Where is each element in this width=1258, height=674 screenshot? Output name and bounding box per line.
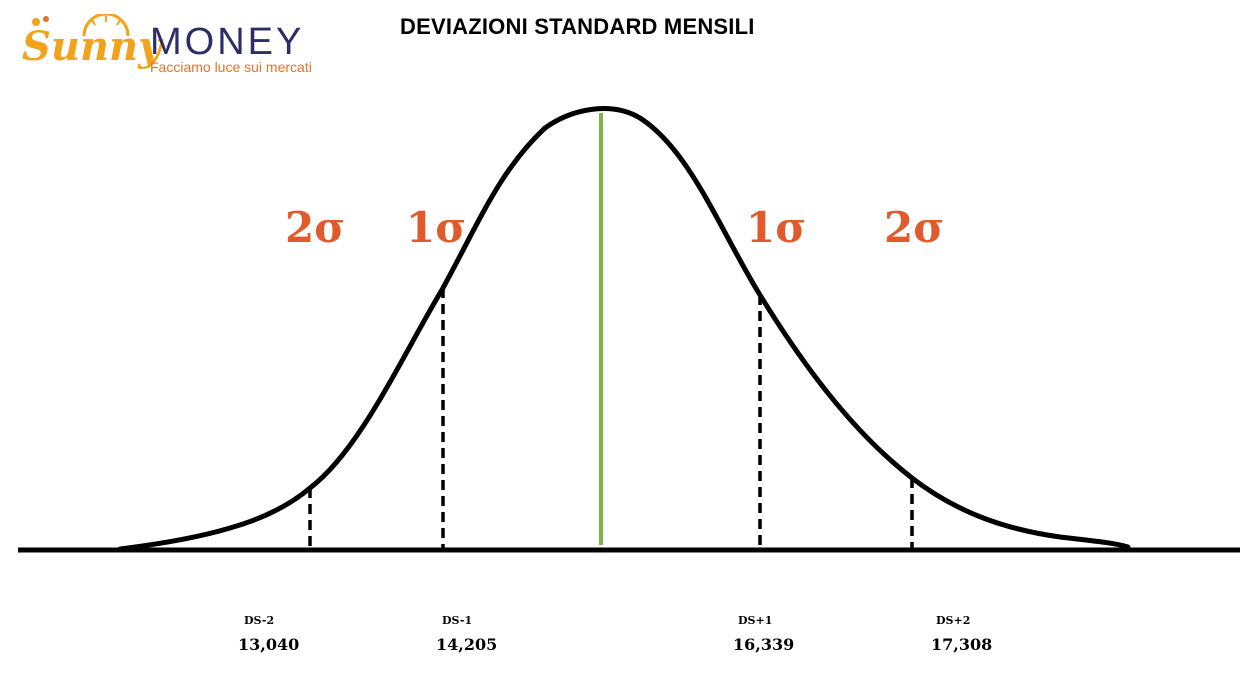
ds+1-label: DS+1 xyxy=(738,614,773,627)
sigma-label-left-2: 2σ xyxy=(285,203,345,252)
ds-2-value: 13,040 xyxy=(238,635,300,654)
ds-2-label: DS-2 xyxy=(244,614,275,627)
sunnymoney-logo: Sunny MONEY Facciamo luce sui mercati xyxy=(22,12,332,76)
sigma-label-right-2: 2σ xyxy=(884,203,944,252)
sun-icon xyxy=(32,12,130,37)
ds+2-label: DS+2 xyxy=(936,614,971,627)
logo-graphic: Sunny MONEY Facciamo luce sui mercati xyxy=(22,12,312,75)
page-title: DEVIAZIONI STANDARD MENSILI xyxy=(400,14,755,39)
ds-1-value: 14,205 xyxy=(436,635,498,654)
logo-sunny-text: Sunny xyxy=(22,23,164,70)
ds+1-value: 16,339 xyxy=(733,635,795,654)
sigma-label-right-1: 1σ xyxy=(746,203,806,252)
logo-money-text: MONEY xyxy=(150,21,304,63)
sigma-label-left-1: 1σ xyxy=(406,203,466,252)
ds-1-label: DS-1 xyxy=(442,614,473,627)
ds+2-value: 17,308 xyxy=(931,635,993,654)
bell-curve xyxy=(117,106,1131,552)
logo-tagline: Facciamo luce sui mercati xyxy=(150,59,312,75)
